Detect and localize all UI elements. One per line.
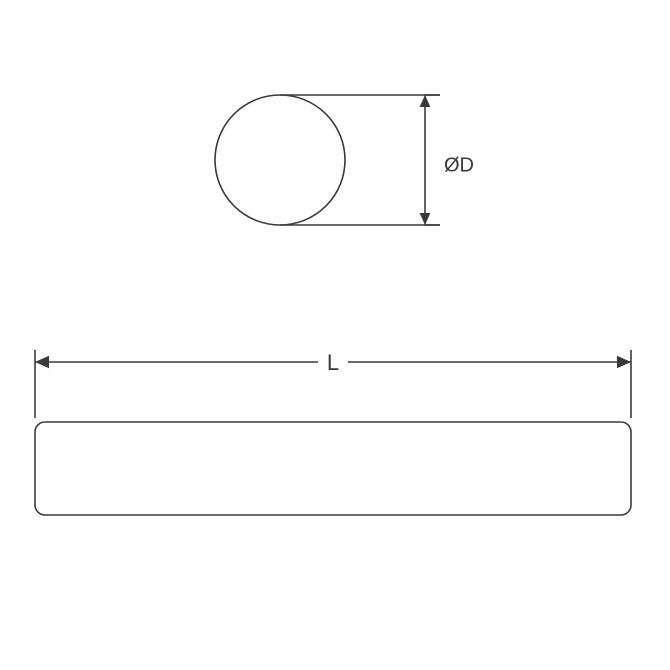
bar-side-view <box>35 422 631 515</box>
length-arrow-left <box>35 356 49 369</box>
circle-top-view <box>215 95 345 225</box>
diameter-label: ØD <box>444 154 474 176</box>
diameter-arrow-bottom <box>420 213 431 225</box>
diameter-arrow-top <box>420 95 431 107</box>
length-label: L <box>327 350 339 375</box>
length-arrow-right <box>617 356 631 369</box>
